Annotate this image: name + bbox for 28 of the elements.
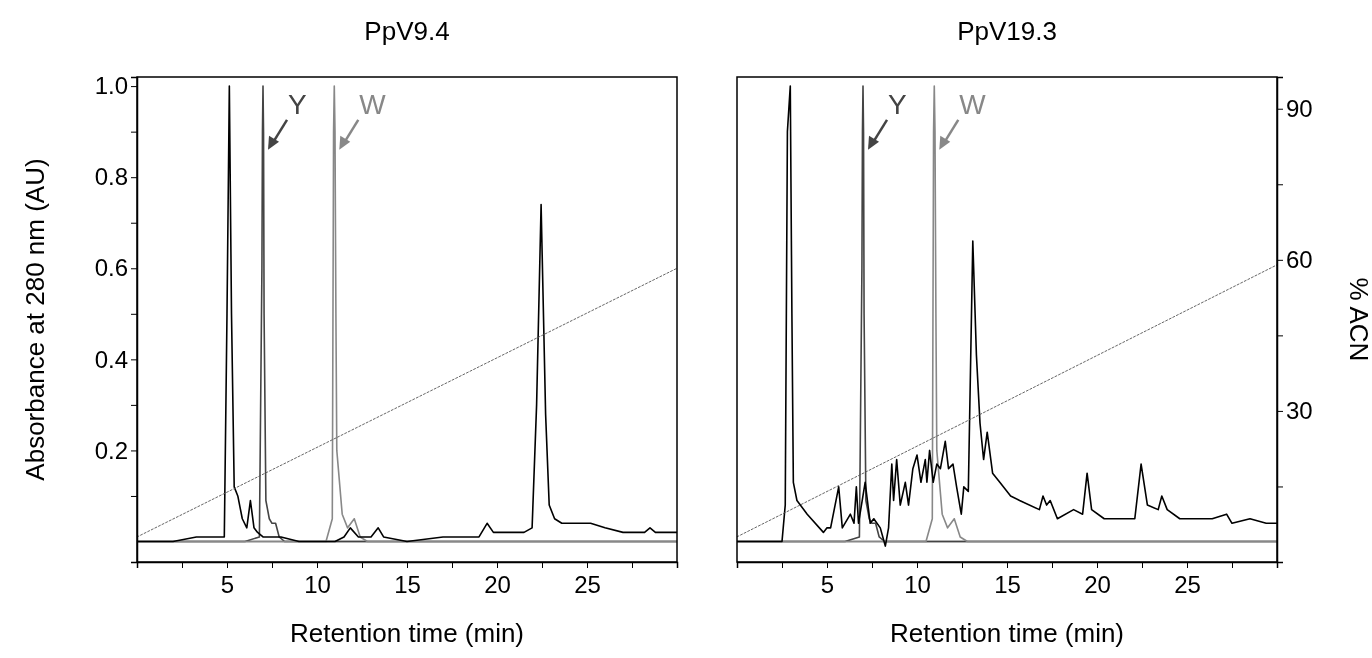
annotation: W [959,88,987,120]
annotation: Y [888,88,907,120]
y-tick-label: 1.0 [94,72,128,100]
x-axis-title: Retention time (min) [889,618,1125,648]
x-tick-label: 5 [220,570,235,598]
x-tick-label: 5 [820,570,835,598]
x-axis-title: Retention time (min) [289,618,525,648]
annotation: Y [288,88,307,120]
chart-title: PpV19.3 [957,16,1057,46]
x-tick-label: 15 [394,570,421,598]
x-tick-label: 20 [484,570,511,598]
y-tick-label: 0.4 [94,345,128,373]
y2-tick-label: 30 [1286,397,1313,425]
y2-tick-label: 60 [1286,246,1313,273]
y-axis-title: Absorbance at 280 nm (AU) [20,158,50,481]
y-tick-label: 0.8 [94,163,128,191]
y-tick-label: 0.2 [94,436,128,464]
x-tick-label: 10 [304,570,331,598]
x-tick-label: 25 [574,570,601,598]
x-tick-label: 10 [904,570,931,598]
chart-title: PpV9.4 [364,16,450,46]
annotation: W [359,88,387,120]
x-tick-label: 20 [1084,570,1111,598]
x-tick-label: 25 [1174,570,1201,598]
x-tick-label: 15 [994,570,1021,598]
y2-tick-label: 90 [1286,94,1313,122]
y2-axis-title: % ACN [1344,277,1372,362]
y-tick-label: 0.6 [94,254,128,282]
